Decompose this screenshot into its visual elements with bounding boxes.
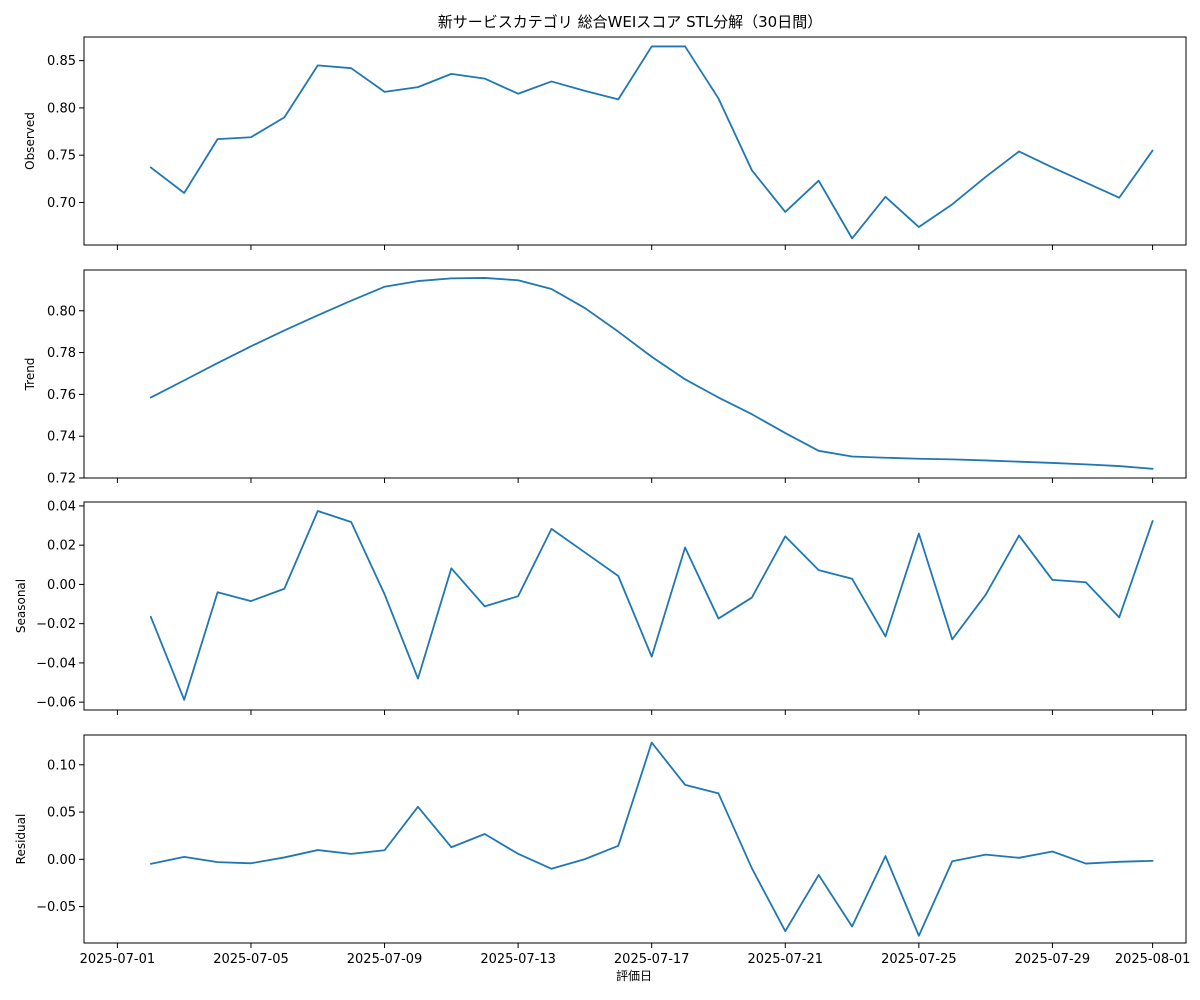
x-tick-label: 2025-07-05: [213, 952, 289, 967]
y-tick-label: 0.70: [47, 196, 76, 211]
x-tick-label: 2025-07-17: [614, 952, 690, 967]
y-tick-label: −0.02: [36, 617, 76, 632]
y-tick-label: −0.05: [36, 900, 76, 915]
y-tick-label: 0.80: [47, 101, 76, 116]
y-tick-label: 0.04: [47, 499, 76, 514]
y-tick-label: 0.72: [47, 472, 76, 487]
x-tick-label: 2025-07-29: [1015, 952, 1091, 967]
plot-frame: [83, 269, 1187, 479]
x-tick-label: 2025-07-09: [347, 952, 423, 967]
panel-residual: −0.05 0.00 0.05 0.10 2025-07-01 2025-07-05 202…: [14, 734, 1191, 967]
x-tick-label: 2025-07-25: [881, 952, 957, 967]
chart-title: 新サービスカテゴリ 総合WEIスコア STL分解（30日間）: [438, 13, 822, 31]
y-tick-label: 0.00: [47, 853, 76, 868]
x-tick-label: 2025-08-01: [1115, 952, 1191, 967]
y-tick-label: 0.10: [47, 758, 76, 773]
x-tick-label: 2025-07-01: [80, 952, 156, 967]
x-axis-label: 評価日: [616, 968, 652, 983]
y-axis-label: Seasonal: [14, 579, 28, 633]
series-line-seasonal: [149, 510, 1154, 701]
plot-frame: [83, 734, 1187, 944]
panels-group: 0.70 0.75 0.80 0.85 Observed 0.72 0.74 0.76 0.78…: [14, 36, 1191, 967]
x-tick-label: 2025-07-21: [747, 952, 823, 967]
y-axis-label: Observed: [23, 112, 37, 170]
series-line-residual: [149, 741, 1154, 937]
series-line-trend: [149, 277, 1154, 470]
y-tick-label: 0.74: [47, 430, 76, 445]
y-tick-label: 0.02: [47, 539, 76, 554]
y-tick-label: 0.85: [47, 54, 76, 69]
y-tick-label: 0.75: [47, 149, 76, 164]
y-tick-label: 0.05: [47, 806, 76, 821]
y-axis-label: Residual: [14, 814, 28, 865]
x-tick-label: 2025-07-13: [480, 952, 556, 967]
y-tick-label: 0.80: [47, 304, 76, 319]
y-tick-label: 0.76: [47, 388, 76, 403]
plot-frame: [83, 36, 1187, 246]
panel-trend: 0.72 0.74 0.76 0.78 0.80 Trend: [23, 269, 1187, 487]
y-axis-label: Trend: [23, 358, 37, 392]
panel-seasonal: −0.06 −0.04 −0.02 0.00 0.02 0.04 Seasonal: [14, 499, 1187, 715]
y-tick-label: −0.04: [36, 656, 76, 671]
y-tick-label: 0.78: [47, 346, 76, 361]
y-tick-label: 0.00: [47, 578, 76, 593]
panel-observed: 0.70 0.75 0.80 0.85 Observed: [23, 36, 1187, 250]
plot-frame: [83, 501, 1187, 711]
y-tick-label: −0.06: [36, 696, 76, 711]
series-line-observed: [149, 45, 1154, 240]
